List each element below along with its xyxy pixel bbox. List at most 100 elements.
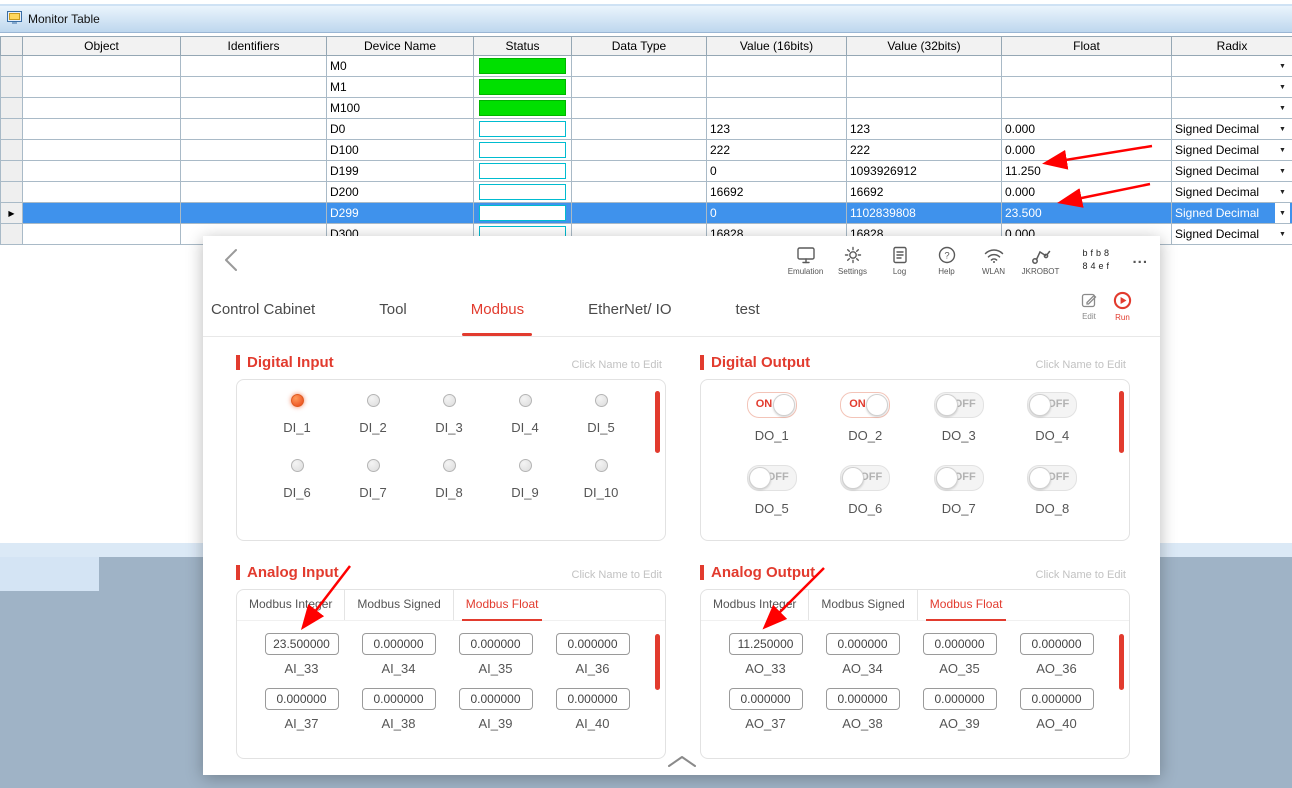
cell-identifiers[interactable] (181, 98, 327, 119)
radix-dropdown-arrow-icon[interactable]: ▼ (1275, 119, 1290, 139)
do-toggle-off[interactable]: OFF (747, 465, 797, 491)
analog-output-name-label[interactable]: AO_35 (939, 661, 979, 676)
di-name-label[interactable]: DI_6 (283, 485, 310, 500)
scrollbar[interactable] (655, 634, 660, 690)
cell-float[interactable] (1002, 77, 1172, 98)
cell-value-16bits[interactable] (707, 77, 847, 98)
cell-status[interactable] (474, 119, 572, 140)
more-button[interactable]: ... (1132, 250, 1148, 267)
row-selector[interactable] (1, 182, 23, 203)
do-toggle-on[interactable]: ON (747, 392, 797, 418)
column-header-object[interactable]: Object (23, 37, 181, 56)
cell-radix[interactable]: Signed Decimal▼ (1172, 140, 1292, 161)
cell-value-32bits[interactable]: 1093926912 (847, 161, 1002, 182)
analog-input-tab-modbus-signed[interactable]: Modbus Signed (345, 590, 453, 620)
column-header-data-type[interactable]: Data Type (572, 37, 707, 56)
do-name-label[interactable]: DO_5 (755, 501, 789, 516)
cell-float[interactable]: 0.000 (1002, 119, 1172, 140)
do-toggle-off[interactable]: OFF (934, 392, 984, 418)
do-toggle-off[interactable]: OFF (934, 465, 984, 491)
do-name-label[interactable]: DO_6 (848, 501, 882, 516)
cell-radix[interactable]: ▼ (1172, 98, 1292, 119)
cell-device-name[interactable]: M100 (327, 98, 474, 119)
di-name-label[interactable]: DI_1 (283, 420, 310, 435)
cell-object[interactable] (23, 161, 181, 182)
do-toggle-on[interactable]: ON (840, 392, 890, 418)
radix-dropdown-arrow-icon[interactable]: ▼ (1275, 56, 1290, 76)
cell-device-name[interactable]: D0 (327, 119, 474, 140)
cell-device-name[interactable]: M0 (327, 56, 474, 77)
cell-float[interactable]: 23.500 (1002, 203, 1172, 224)
table-row[interactable]: D1990109392691211.250Signed Decimal▼ (1, 161, 1292, 182)
analog-input-tab-modbus-integer[interactable]: Modbus Integer (237, 590, 345, 620)
cell-device-name[interactable]: D199 (327, 161, 474, 182)
tab-modbus[interactable]: Modbus (471, 286, 524, 336)
column-header-identifiers[interactable]: Identifiers (181, 37, 327, 56)
analog-output-value[interactable]: 0.000000 (1020, 633, 1094, 655)
cell-value-32bits[interactable] (847, 77, 1002, 98)
analog-input-name-label[interactable]: AI_34 (382, 661, 416, 676)
radix-dropdown-arrow-icon[interactable]: ▼ (1275, 140, 1290, 160)
settings-button[interactable]: Settings (829, 241, 876, 276)
row-selector[interactable] (1, 98, 23, 119)
cell-status[interactable] (474, 203, 572, 224)
cell-value-16bits[interactable] (707, 56, 847, 77)
cell-identifiers[interactable] (181, 119, 327, 140)
row-selector[interactable] (1, 161, 23, 182)
tab-tool[interactable]: Tool (379, 286, 407, 336)
do-name-label[interactable]: DO_7 (942, 501, 976, 516)
cell-radix[interactable]: Signed Decimal▼ (1172, 161, 1292, 182)
do-name-label[interactable]: DO_4 (1035, 428, 1069, 443)
cell-value-32bits[interactable]: 1102839808 (847, 203, 1002, 224)
cell-float[interactable]: 0.000 (1002, 182, 1172, 203)
analog-output-tab-modbus-integer[interactable]: Modbus Integer (701, 590, 809, 620)
analog-output-value[interactable]: 0.000000 (923, 688, 997, 710)
analog-output-value[interactable]: 0.000000 (729, 688, 803, 710)
cell-value-16bits[interactable]: 16692 (707, 182, 847, 203)
tab-ethernet-io[interactable]: EtherNet/ IO (588, 286, 671, 336)
do-toggle-off[interactable]: OFF (1027, 465, 1077, 491)
emulation-button[interactable]: Emulation (782, 241, 829, 276)
cell-status[interactable] (474, 98, 572, 119)
analog-input-name-label[interactable]: AI_39 (479, 716, 513, 731)
cell-value-32bits[interactable] (847, 56, 1002, 77)
do-name-label[interactable]: DO_1 (755, 428, 789, 443)
cell-float[interactable] (1002, 98, 1172, 119)
cell-float[interactable] (1002, 56, 1172, 77)
analog-output-value[interactable]: 0.000000 (1020, 688, 1094, 710)
cell-object[interactable] (23, 77, 181, 98)
cell-data-type[interactable] (572, 98, 707, 119)
cell-identifiers[interactable] (181, 182, 327, 203)
cell-radix[interactable]: Signed Decimal▼ (1172, 224, 1292, 245)
cell-value-32bits[interactable]: 123 (847, 119, 1002, 140)
cell-float[interactable]: 11.250 (1002, 161, 1172, 182)
wlan-button[interactable]: WLAN (970, 241, 1017, 276)
table-row[interactable]: M1▼ (1, 77, 1292, 98)
cell-status[interactable] (474, 161, 572, 182)
cell-radix[interactable]: ▼ (1172, 56, 1292, 77)
cell-data-type[interactable] (572, 56, 707, 77)
cell-object[interactable] (23, 119, 181, 140)
cell-value-16bits[interactable]: 0 (707, 203, 847, 224)
cell-float[interactable]: 0.000 (1002, 140, 1172, 161)
analog-output-name-label[interactable]: AO_39 (939, 716, 979, 731)
cell-data-type[interactable] (572, 140, 707, 161)
tab-control-cabinet[interactable]: Control Cabinet (211, 286, 315, 336)
analog-output-value[interactable]: 0.000000 (826, 633, 900, 655)
cell-data-type[interactable] (572, 77, 707, 98)
di-name-label[interactable]: DI_10 (584, 485, 619, 500)
analog-input-name-label[interactable]: AI_37 (285, 716, 319, 731)
column-header-radix[interactable]: Radix (1172, 37, 1292, 56)
analog-output-name-label[interactable]: AO_34 (842, 661, 882, 676)
help-button[interactable]: ?Help (923, 241, 970, 276)
analog-input-tab-modbus-float[interactable]: Modbus Float (454, 590, 551, 620)
analog-output-value[interactable]: 11.250000 (729, 633, 803, 655)
di-name-label[interactable]: DI_5 (587, 420, 614, 435)
di-name-label[interactable]: DI_4 (511, 420, 538, 435)
row-selector[interactable] (1, 77, 23, 98)
di-name-label[interactable]: DI_2 (359, 420, 386, 435)
cell-device-name[interactable]: M1 (327, 77, 474, 98)
cell-object[interactable] (23, 56, 181, 77)
cell-status[interactable] (474, 140, 572, 161)
radix-dropdown-arrow-icon[interactable]: ▼ (1275, 203, 1290, 223)
